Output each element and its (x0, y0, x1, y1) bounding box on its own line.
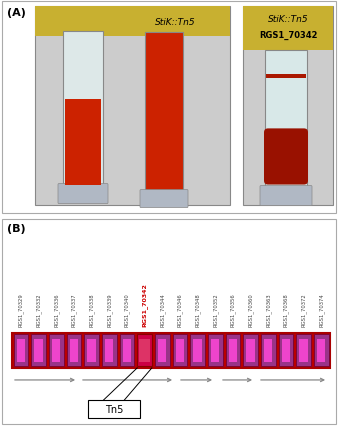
Text: (A): (A) (7, 8, 26, 18)
Text: RGS1_70336: RGS1_70336 (53, 293, 59, 326)
Bar (265, 51, 307, 189)
Bar (225, 334, 240, 367)
Text: RGS1_70340: RGS1_70340 (124, 293, 130, 326)
Bar (88, 400, 140, 418)
Text: RGS1_70346: RGS1_70346 (177, 293, 183, 326)
Text: RGS1_70368: RGS1_70368 (283, 293, 289, 326)
Bar (158, 340, 166, 362)
Text: RGS1_70360: RGS1_70360 (248, 293, 254, 326)
Bar (261, 334, 275, 367)
Text: RGS1_70348: RGS1_70348 (195, 293, 200, 326)
Bar (102, 334, 117, 367)
Text: RGS1_70339: RGS1_70339 (106, 293, 112, 326)
Bar (279, 334, 293, 367)
Bar (84, 334, 99, 367)
FancyBboxPatch shape (140, 190, 188, 208)
Text: RGS1_70352: RGS1_70352 (212, 293, 218, 326)
Bar (299, 340, 308, 362)
Bar (176, 340, 184, 362)
Bar (17, 340, 25, 362)
Bar (35, 7, 230, 37)
Text: RGS1_70363: RGS1_70363 (265, 293, 271, 326)
Bar (211, 340, 219, 362)
Bar (155, 334, 169, 367)
Bar (31, 334, 46, 367)
Text: RGS1_70332: RGS1_70332 (35, 293, 41, 326)
Bar (296, 334, 311, 367)
Bar (67, 334, 81, 367)
Text: (B): (B) (7, 223, 26, 233)
Bar (190, 334, 205, 367)
Text: RGS1_70344: RGS1_70344 (159, 293, 165, 326)
Text: RGS1_70337: RGS1_70337 (71, 293, 77, 326)
Bar (243, 334, 258, 367)
Bar (208, 334, 222, 367)
Text: RGS1_70342: RGS1_70342 (259, 31, 317, 40)
Bar (105, 340, 113, 362)
Bar (246, 340, 255, 362)
Bar (282, 340, 290, 362)
Bar (123, 340, 131, 362)
Bar (49, 334, 64, 367)
Bar (266, 75, 306, 79)
Bar (145, 33, 183, 193)
Bar (193, 340, 201, 362)
Bar (243, 7, 333, 51)
Text: StiK::Tn5: StiK::Tn5 (155, 17, 196, 26)
Text: StiK::Tn5: StiK::Tn5 (268, 14, 308, 23)
Text: RGS1_70338: RGS1_70338 (89, 293, 94, 326)
Bar (65, 100, 101, 185)
Text: RGS1_70329: RGS1_70329 (18, 293, 24, 326)
Text: RGS1_70372: RGS1_70372 (301, 293, 306, 326)
FancyBboxPatch shape (58, 184, 108, 204)
Bar (88, 340, 96, 362)
Bar (14, 334, 28, 367)
Bar (264, 340, 272, 362)
Bar (34, 340, 43, 362)
Bar (12, 333, 330, 368)
Bar (120, 334, 134, 367)
Bar (314, 334, 329, 367)
Bar (243, 7, 333, 205)
Bar (172, 334, 187, 367)
Bar (139, 340, 150, 362)
Bar (229, 340, 237, 362)
Text: RGS1_70374: RGS1_70374 (318, 293, 324, 326)
FancyBboxPatch shape (264, 129, 308, 185)
Bar (317, 340, 325, 362)
FancyBboxPatch shape (260, 186, 312, 206)
Bar (137, 334, 152, 367)
Text: RGS1_70342: RGS1_70342 (142, 282, 147, 326)
Bar (35, 7, 230, 205)
Bar (63, 32, 103, 187)
Bar (52, 340, 60, 362)
Bar (70, 340, 78, 362)
Text: RGS1_70356: RGS1_70356 (230, 293, 236, 326)
Text: Tn5: Tn5 (105, 404, 123, 414)
